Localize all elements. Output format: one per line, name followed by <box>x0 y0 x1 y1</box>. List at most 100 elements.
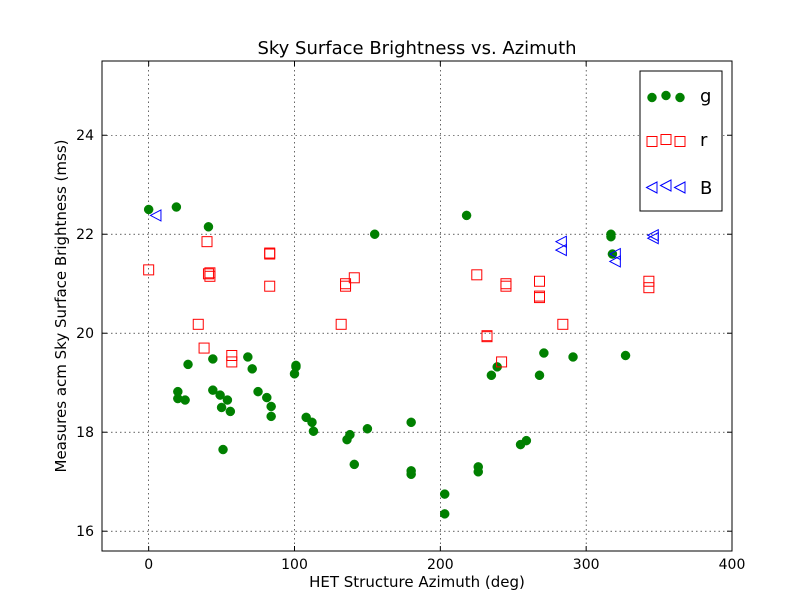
data-point-g <box>218 444 228 455</box>
data-point-r <box>198 342 210 354</box>
data-point-r <box>348 272 360 284</box>
x-tick-label: 300 <box>573 557 600 573</box>
data-point-r <box>192 318 204 330</box>
data-point-g <box>486 370 497 381</box>
series-r <box>143 236 655 368</box>
y-tick-label: 16 <box>76 524 94 540</box>
legend: g r B <box>639 70 723 212</box>
series-g <box>143 202 631 519</box>
data-point-B <box>608 247 621 261</box>
x-tick-label: 200 <box>427 557 454 573</box>
data-point-g <box>222 395 233 405</box>
data-point-g <box>439 509 450 519</box>
data-point-B <box>646 231 659 245</box>
data-point-g <box>183 359 193 370</box>
data-point-r <box>481 331 493 343</box>
series-B <box>149 209 659 268</box>
data-point-r <box>226 349 238 361</box>
data-point-g <box>349 459 360 470</box>
legend-marker-r <box>674 136 686 147</box>
data-point-g <box>534 370 545 381</box>
legend-marker-B <box>645 181 658 194</box>
data-point-g <box>253 386 263 397</box>
legend-label-r: r <box>700 130 708 151</box>
data-point-g <box>243 352 253 362</box>
data-point-r <box>496 356 508 368</box>
y-tick-label: 24 <box>76 128 94 144</box>
data-point-g <box>369 229 380 239</box>
data-point-g <box>568 352 578 362</box>
data-point-r <box>226 356 238 368</box>
plot-area <box>102 61 732 551</box>
axis-ticks: 0 100 200 300 400 16 18 20 22 24 <box>76 61 745 573</box>
data-point-g <box>406 417 416 428</box>
legend-marker-r <box>660 134 672 145</box>
x-tick-label: 100 <box>281 557 308 573</box>
data-points <box>143 202 659 519</box>
legend-markers <box>645 90 686 194</box>
data-point-B <box>554 243 567 257</box>
data-point-B <box>149 209 162 222</box>
data-point-g <box>345 429 355 440</box>
data-point-g <box>262 392 272 403</box>
data-point-g <box>606 231 616 242</box>
data-point-g <box>362 423 373 434</box>
legend-marker-g <box>661 90 671 101</box>
data-point-r <box>534 290 545 302</box>
data-point-g <box>307 417 317 428</box>
grid-lines <box>102 61 732 551</box>
data-point-g <box>406 469 416 480</box>
data-point-r <box>201 236 213 248</box>
legend-marker-B <box>673 181 686 194</box>
data-point-r <box>202 268 214 280</box>
data-point-g <box>171 202 182 212</box>
x-axis-label: HET Structure Azimuth (deg) <box>309 573 525 591</box>
data-point-g <box>180 395 190 405</box>
data-point-g <box>620 350 631 361</box>
data-point-r <box>643 282 655 294</box>
data-point-r <box>557 318 569 330</box>
data-point-g <box>266 411 276 422</box>
legend-marker-g <box>675 92 685 103</box>
data-point-g <box>203 222 214 232</box>
data-point-g <box>208 385 218 395</box>
data-point-r <box>500 278 512 290</box>
data-point-B <box>608 255 621 268</box>
data-point-r <box>264 280 276 292</box>
data-point-r <box>204 267 216 279</box>
y-tick-label: 20 <box>76 326 94 342</box>
y-tick-label: 18 <box>76 425 94 441</box>
data-point-g <box>539 348 549 358</box>
plot-frame <box>101 60 733 552</box>
data-point-r <box>143 264 155 276</box>
data-point-g <box>473 467 483 477</box>
data-point-g <box>308 426 319 436</box>
data-point-g <box>215 390 225 400</box>
x-tick-label: 400 <box>719 557 746 573</box>
data-point-r <box>534 275 545 287</box>
data-point-g <box>216 402 227 413</box>
legend-marker-g <box>647 92 657 103</box>
data-point-r <box>340 278 352 290</box>
data-point-g <box>521 435 532 446</box>
x-tick-label: 0 <box>144 557 153 573</box>
chart-title: Sky Surface Brightness vs. Azimuth <box>257 38 576 59</box>
data-point-g <box>291 360 301 371</box>
y-axis-label: Measures acm Sky Surface Brightness (mss… <box>52 140 70 473</box>
data-point-r <box>471 269 483 281</box>
data-point-r <box>335 318 347 330</box>
data-point-g <box>247 364 257 374</box>
data-point-B <box>554 235 567 248</box>
data-point-g <box>266 401 276 412</box>
data-point-g <box>208 354 218 364</box>
data-point-g <box>461 210 472 221</box>
y-tick-label: 22 <box>76 227 94 243</box>
data-point-r <box>264 248 276 260</box>
data-point-g <box>143 204 154 215</box>
data-point-g <box>225 406 236 417</box>
legend-label-g: g <box>700 86 711 107</box>
data-point-g <box>439 489 450 499</box>
legend-label-b: B <box>700 178 712 199</box>
legend-marker-r <box>646 136 658 147</box>
